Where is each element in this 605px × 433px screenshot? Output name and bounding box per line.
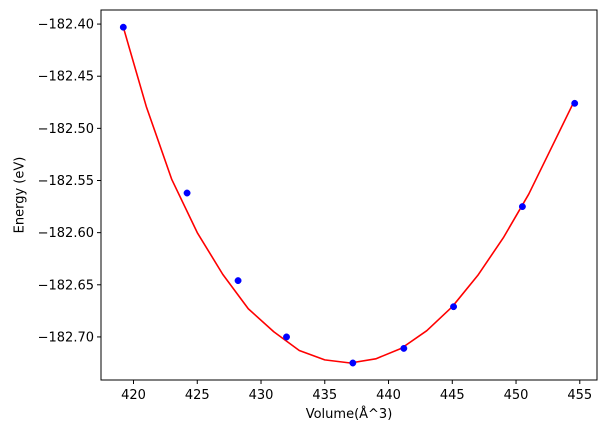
- x-tick-label: 440: [376, 388, 401, 403]
- y-tick-label: −182.55: [38, 174, 94, 189]
- x-tick-label: 435: [312, 388, 337, 403]
- x-axis-label: Volume(Å^3): [306, 406, 393, 422]
- x-tick-label: 455: [567, 388, 592, 403]
- data-point: [119, 23, 127, 31]
- y-tick-label: −182.65: [38, 278, 94, 293]
- y-tick-label: −182.70: [38, 330, 94, 345]
- data-point: [450, 303, 458, 311]
- x-tick-label: 430: [249, 388, 274, 403]
- data-point: [349, 359, 357, 367]
- data-point: [234, 277, 242, 285]
- axes: 420 425 430 435 440 445 450 455 −182.70 −182.65 −1…: [38, 9, 598, 403]
- plot-area: [119, 23, 579, 367]
- axes-frame: [100, 9, 598, 381]
- x-tick-label: 445: [440, 388, 465, 403]
- data-point: [571, 99, 579, 107]
- y-tick-label: −182.40: [38, 18, 94, 33]
- y-tick-label: −182.60: [38, 226, 94, 241]
- data-point: [183, 189, 191, 197]
- data-point: [400, 344, 408, 352]
- x-tick-label: 450: [504, 388, 529, 403]
- x-tick-label: 420: [121, 388, 146, 403]
- y-tick-label: −182.45: [38, 70, 94, 85]
- y-tick-label: −182.50: [38, 122, 94, 137]
- data-point: [518, 203, 526, 211]
- data-point: [283, 333, 290, 341]
- x-tick-label: 425: [185, 388, 210, 403]
- y-axis-label: Energy (eV): [13, 157, 28, 234]
